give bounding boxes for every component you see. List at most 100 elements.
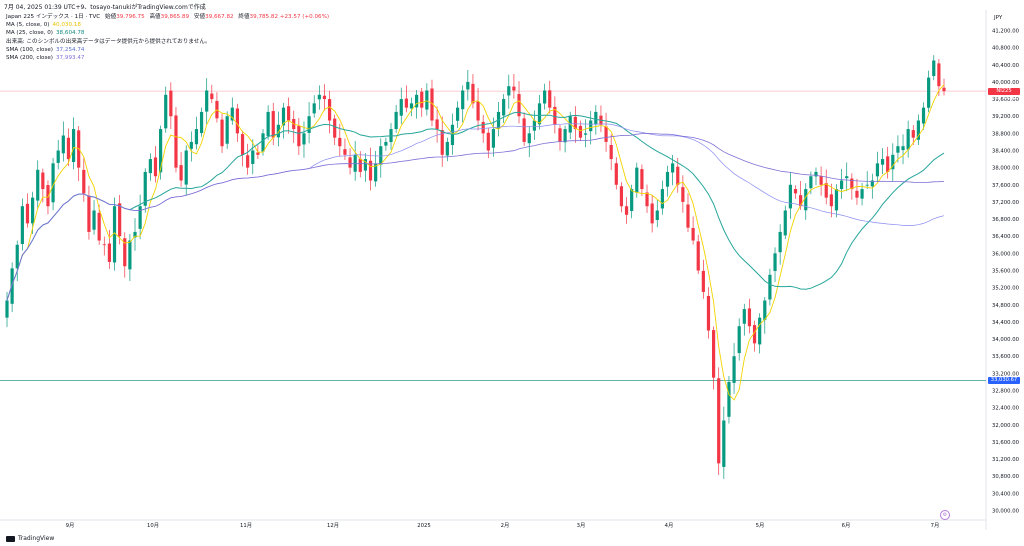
candle-body: [507, 86, 511, 96]
y-tick-label: 33,600.00: [992, 354, 1020, 360]
y-tick-label: 39,600.00: [992, 97, 1020, 103]
hline-price-tag: 33,030.67: [988, 377, 1020, 385]
candle-body: [230, 107, 234, 121]
candle-body: [71, 129, 76, 163]
candle-body: [123, 238, 127, 267]
candle-body: [942, 87, 946, 92]
candle-body: [20, 206, 24, 245]
candle-body: [138, 206, 142, 229]
candle-body: [481, 121, 485, 134]
candle-body: [107, 243, 112, 262]
y-tick-label: 38,800.00: [992, 131, 1020, 137]
currency-label: JPY: [994, 15, 1003, 21]
candle-body: [112, 206, 117, 263]
candle-body: [5, 300, 9, 318]
ma5-line: [6, 84, 945, 401]
chart-settings-icon[interactable]: ⚙: [940, 510, 950, 520]
y-tick-label: 41,200.00: [992, 29, 1020, 35]
y-tick-label: 31,600.00: [992, 440, 1020, 446]
candle-body: [169, 90, 173, 117]
candle-body: [128, 240, 132, 270]
candle-body: [671, 163, 675, 173]
symbol-ohlc-line: Japan 225 インデックス · 1日 · TVC 始値39,796.75 …: [6, 13, 329, 21]
candle-body: [251, 150, 255, 164]
x-tick-label: 3月: [577, 522, 586, 529]
candle-body: [471, 83, 475, 104]
y-tick-label: 30,400.00: [992, 491, 1020, 497]
indicator-ma5[interactable]: MA (5, close, 0) 40,030.18: [6, 21, 329, 29]
candle-body: [210, 93, 214, 100]
candle-body: [82, 169, 86, 194]
candle-body: [466, 81, 470, 90]
candle-body: [548, 90, 552, 108]
candle-body: [532, 120, 536, 131]
y-tick-label: 32,400.00: [992, 406, 1020, 412]
candle-body: [839, 180, 844, 190]
hline-price: 33,030.67: [990, 377, 1018, 384]
candle-body: [194, 129, 199, 145]
candle-body: [51, 163, 55, 203]
candle-body: [906, 129, 910, 150]
y-tick-label: 36,000.00: [992, 251, 1020, 257]
candle-body: [537, 103, 542, 125]
candle-body: [394, 111, 398, 129]
candle-body: [527, 133, 531, 144]
symbol-name[interactable]: Japan 225 インデックス · 1日 · TVC: [6, 14, 101, 20]
candle-body: [763, 300, 767, 320]
candle-body: [891, 154, 895, 170]
candle-body: [793, 189, 798, 194]
candle-body: [824, 183, 828, 198]
candle-body: [266, 111, 270, 137]
candle-body: [435, 119, 439, 130]
indicator-sma200[interactable]: SMA (200, close) 37,993.47: [6, 54, 329, 62]
x-tick-label: 10月: [147, 522, 159, 529]
candle-body: [46, 185, 50, 207]
y-tick-label: 36,400.00: [992, 234, 1020, 240]
x-tick-label: 2025: [417, 523, 430, 529]
candle-body: [159, 129, 163, 173]
candle-body: [496, 111, 501, 129]
candle-body: [502, 99, 506, 116]
candle-body: [553, 106, 557, 125]
candle-body: [440, 130, 444, 155]
candle-body: [338, 137, 342, 147]
candle-body: [199, 111, 204, 134]
candle-body: [619, 186, 624, 207]
candle-body: [660, 189, 664, 209]
candle-body: [307, 116, 311, 133]
indicator-volume[interactable]: 出来高: このシンボルの出来高データはデータ提供元から提供されておりません。: [6, 38, 329, 46]
indicator-ma25[interactable]: MA (25, close, 0) 38,604.78: [6, 29, 329, 37]
candle-body: [164, 94, 168, 129]
candle-body: [430, 88, 434, 121]
candle-body: [870, 180, 874, 187]
candle-body: [834, 189, 839, 211]
candle-body: [271, 111, 275, 138]
candle-body: [594, 111, 598, 125]
x-tick-label: 9月: [66, 522, 75, 529]
candle-body: [814, 171, 818, 177]
candle-body: [880, 159, 885, 165]
y-tick-label: 40,000.00: [992, 80, 1020, 86]
y-tick-label: 32,800.00: [992, 389, 1020, 395]
candle-body: [517, 94, 521, 117]
indicator-value: 37,254.74: [56, 46, 85, 53]
indicator-sma100[interactable]: SMA (100, close) 37,254.74: [6, 46, 329, 54]
y-tick-label: 34,400.00: [992, 320, 1020, 326]
candle-body: [604, 126, 608, 142]
candle-body: [184, 150, 188, 185]
chart-caption: 7月 04, 2025 01:39 UTC+9、tosayo-tanukiがTr…: [4, 4, 206, 11]
candle-body: [189, 141, 193, 149]
y-tick-label: 30,000.00: [992, 509, 1020, 515]
candle-body: [56, 150, 60, 163]
candle-body: [865, 184, 869, 186]
candle-body: [799, 195, 803, 207]
candle-body: [425, 90, 429, 110]
candle-body: [61, 135, 65, 154]
candle-body: [333, 118, 337, 138]
candle-body: [363, 159, 368, 171]
indicator-label: MA (5, close, 0): [6, 22, 50, 29]
candle-body: [317, 94, 321, 100]
candle-body: [281, 107, 286, 126]
candle-body: [455, 107, 460, 121]
